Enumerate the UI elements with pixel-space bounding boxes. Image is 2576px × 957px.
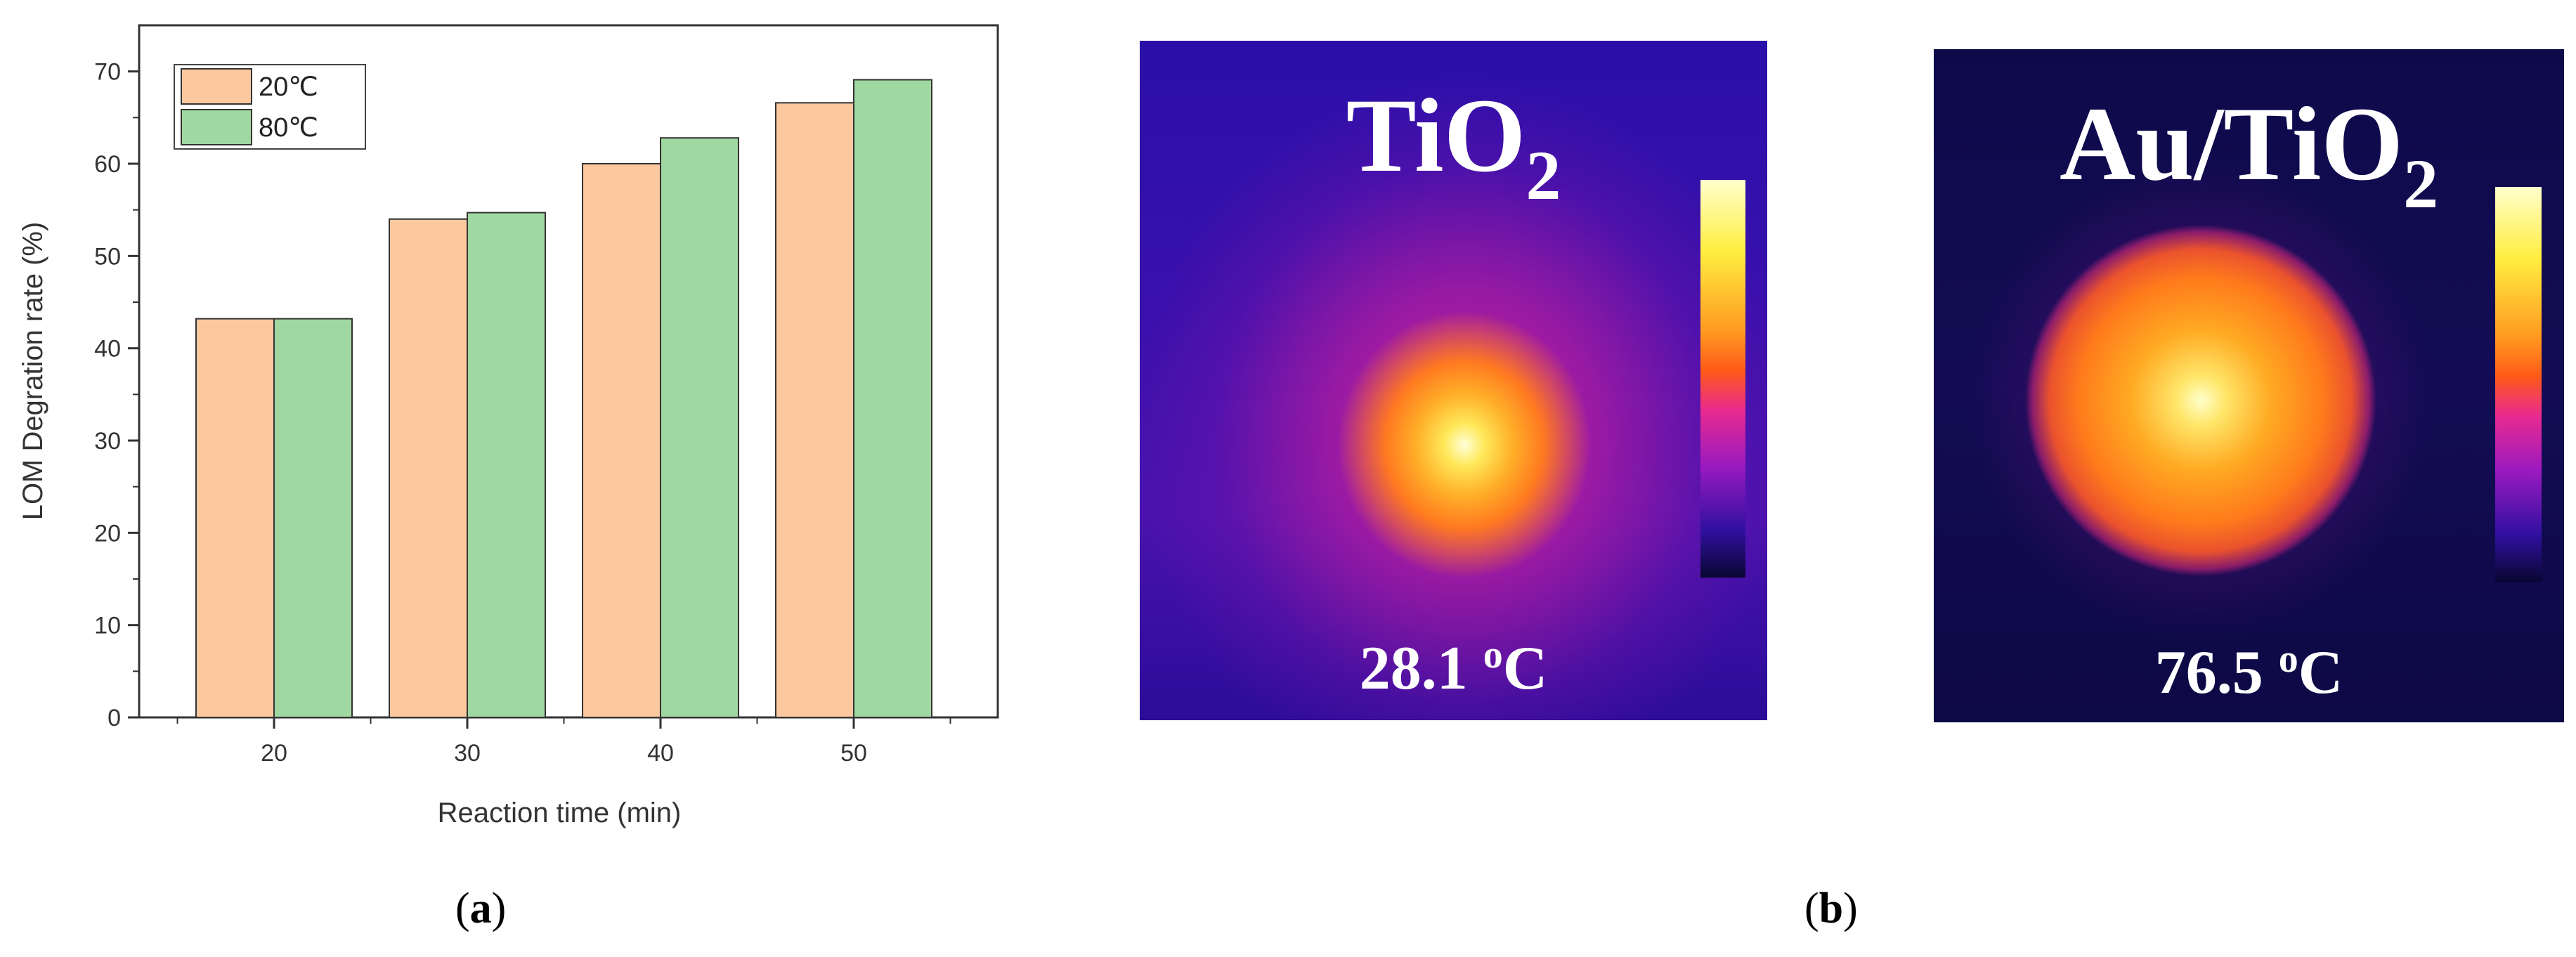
bar-series-1 — [389, 218, 468, 718]
y-tick-label: 70 — [94, 59, 121, 86]
plot-frame — [138, 24, 999, 719]
bar-series-2 — [853, 79, 932, 718]
bar-series-1 — [582, 163, 661, 718]
y-tick-label: 10 — [94, 613, 121, 639]
panel-label-a: (a) — [455, 885, 507, 932]
x-axis-title: Reaction time (min) — [438, 798, 682, 828]
bar-series-2 — [467, 211, 546, 718]
y-tick-label: 60 — [94, 151, 121, 178]
color-scale-bar — [1700, 180, 1745, 578]
x-tick-label: 40 — [647, 740, 674, 767]
y-tick-label: 40 — [94, 336, 121, 363]
bar-series-1 — [195, 318, 275, 718]
color-scale-bar — [2495, 187, 2542, 582]
bar-series-2 — [660, 137, 739, 718]
bar-chart: 0 10 20 30 40 50 60 70 20 30 40 50 20℃ 80℃ LOM Degr… — [18, 24, 999, 828]
y-tick-label: 20 — [94, 520, 121, 547]
thermal-image-tio2: TiO2 28.1 oC — [1140, 41, 1767, 720]
temperature-reading: 28.1 oC — [1359, 633, 1548, 703]
thermal-image-au-tio2: Au/TiO2 76.5 oC — [1934, 49, 2564, 722]
y-tick-label: 50 — [94, 243, 121, 270]
legend-swatch — [181, 68, 252, 105]
x-tick-label: 20 — [261, 740, 287, 767]
thermal-title: TiO2 — [1346, 77, 1561, 214]
legend-label: 20℃ — [259, 72, 318, 102]
legend-swatch — [181, 109, 252, 145]
legend-label: 80℃ — [259, 113, 318, 143]
temperature-reading: 76.5 oC — [2154, 637, 2343, 707]
y-tick-label: 0 — [108, 705, 121, 731]
x-tick-label: 30 — [454, 740, 481, 767]
chart-panel: 0 10 20 30 40 50 60 70 20 30 40 50 20℃ 80℃ LOM Degr… — [0, 0, 1026, 843]
panel-label-b: (b) — [1804, 885, 1858, 932]
x-tick-label: 50 — [840, 740, 867, 767]
y-axis-title: LOM Degration rate (%) — [18, 222, 48, 521]
thermal-panel: TiO2 28.1 oC Au/TiO2 76.5 oC — [1124, 0, 2576, 843]
thermal-title: Au/TiO2 — [2059, 86, 2439, 223]
bar-series-2 — [273, 318, 353, 718]
y-tick-label: 30 — [94, 428, 121, 455]
bar-series-1 — [775, 102, 854, 718]
